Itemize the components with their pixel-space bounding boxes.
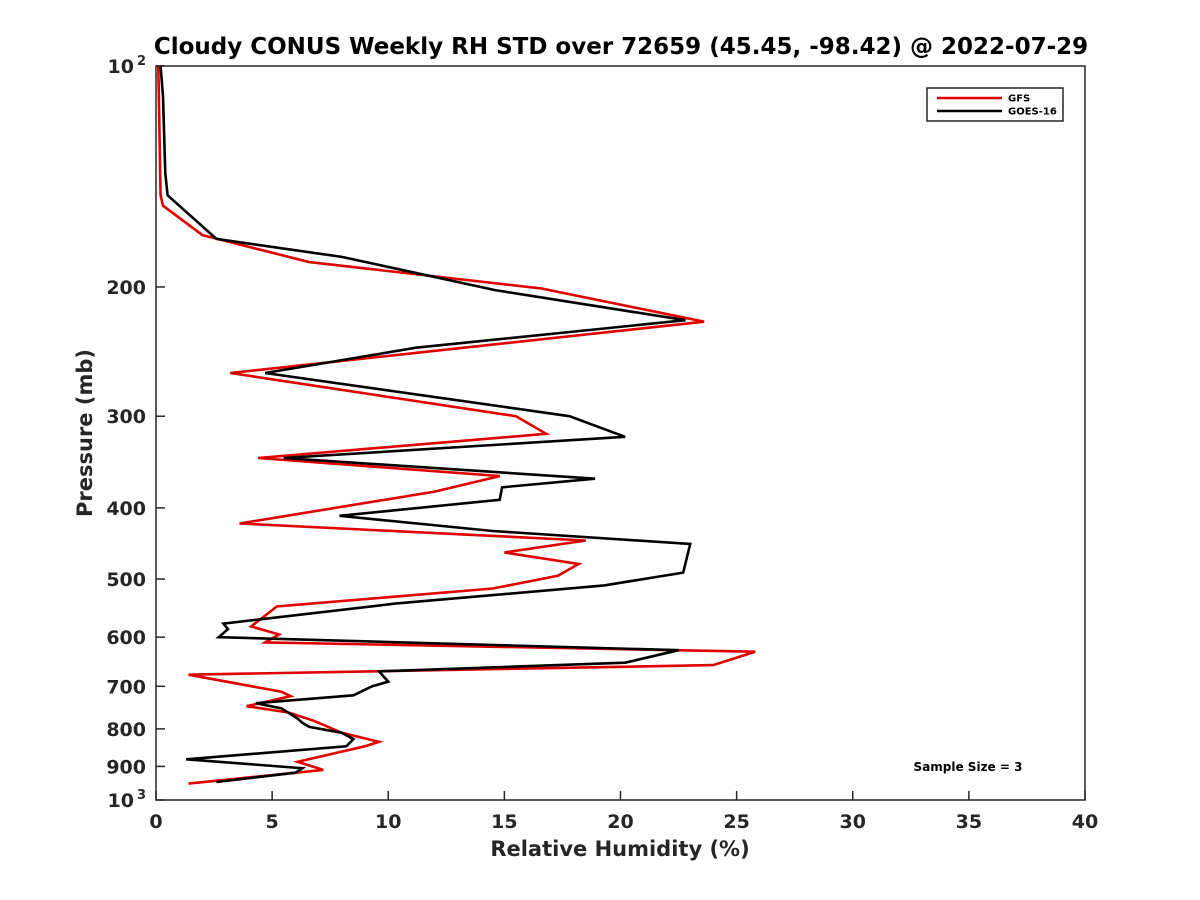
legend-entry-label: GOES-16	[1008, 107, 1057, 118]
y-tick-label: 10	[108, 56, 134, 78]
x-tick-label: 35	[956, 811, 982, 833]
legend-entry-label: GFS	[1008, 94, 1030, 105]
sample-size-annotation: Sample Size = 3	[914, 760, 1023, 774]
legend: GFS GOES-16	[926, 87, 1064, 122]
x-tick-label: 30	[840, 811, 866, 833]
x-tick-label: 20	[607, 811, 633, 833]
y-tick-exponent: 2	[137, 54, 146, 69]
y-tick-label: 800	[106, 719, 146, 741]
y-tick-label: 600	[106, 627, 146, 649]
y-axis-label: Pressure (mb)	[73, 349, 97, 517]
x-axis-label: Relative Humidity (%)	[490, 837, 749, 861]
y-tick-label: 200	[106, 277, 146, 299]
x-tick-label: 25	[723, 811, 749, 833]
y-tick-exponent: 3	[137, 788, 146, 803]
series-layer	[157, 65, 756, 785]
x-tick-label: 0	[149, 811, 162, 833]
y-tick-label: 300	[106, 406, 146, 428]
y-tick-label: 400	[106, 498, 146, 520]
y-tick-label: 500	[106, 569, 146, 591]
x-tick-label: 15	[491, 811, 517, 833]
y-tick-label: 10	[108, 790, 134, 812]
x-axis: 0 5 10 15 20 25 30 35 40	[149, 791, 1098, 833]
chart-title: Cloudy CONUS Weekly RH STD over 72659 (4…	[154, 34, 1088, 60]
series-line-gfs	[157, 65, 756, 785]
y-tick-label: 700	[106, 676, 146, 698]
x-tick-label: 40	[1072, 811, 1098, 833]
x-tick-label: 5	[266, 811, 279, 833]
legend-box	[926, 87, 1064, 122]
series-line-goes-16	[159, 65, 692, 784]
y-tick-label: 900	[106, 756, 146, 778]
x-tick-label: 10	[375, 811, 401, 833]
